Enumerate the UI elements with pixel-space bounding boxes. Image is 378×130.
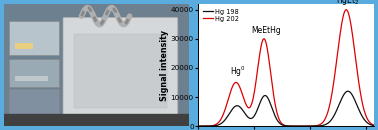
Text: MeEtHg: MeEtHg [251, 26, 281, 35]
Bar [15, 76, 48, 81]
Bar [4, 114, 189, 126]
Bar [74, 34, 167, 108]
Text: Hg$^0$: Hg$^0$ [230, 65, 246, 79]
Bar [9, 89, 59, 114]
FancyBboxPatch shape [63, 17, 178, 115]
Legend: Hg 198, Hg 202: Hg 198, Hg 202 [201, 7, 240, 23]
Y-axis label: Signal intensity: Signal intensity [160, 29, 169, 101]
Bar [15, 43, 33, 49]
Text: HgEt$_2$: HgEt$_2$ [336, 0, 359, 7]
Bar [9, 21, 59, 55]
Bar [9, 59, 59, 87]
